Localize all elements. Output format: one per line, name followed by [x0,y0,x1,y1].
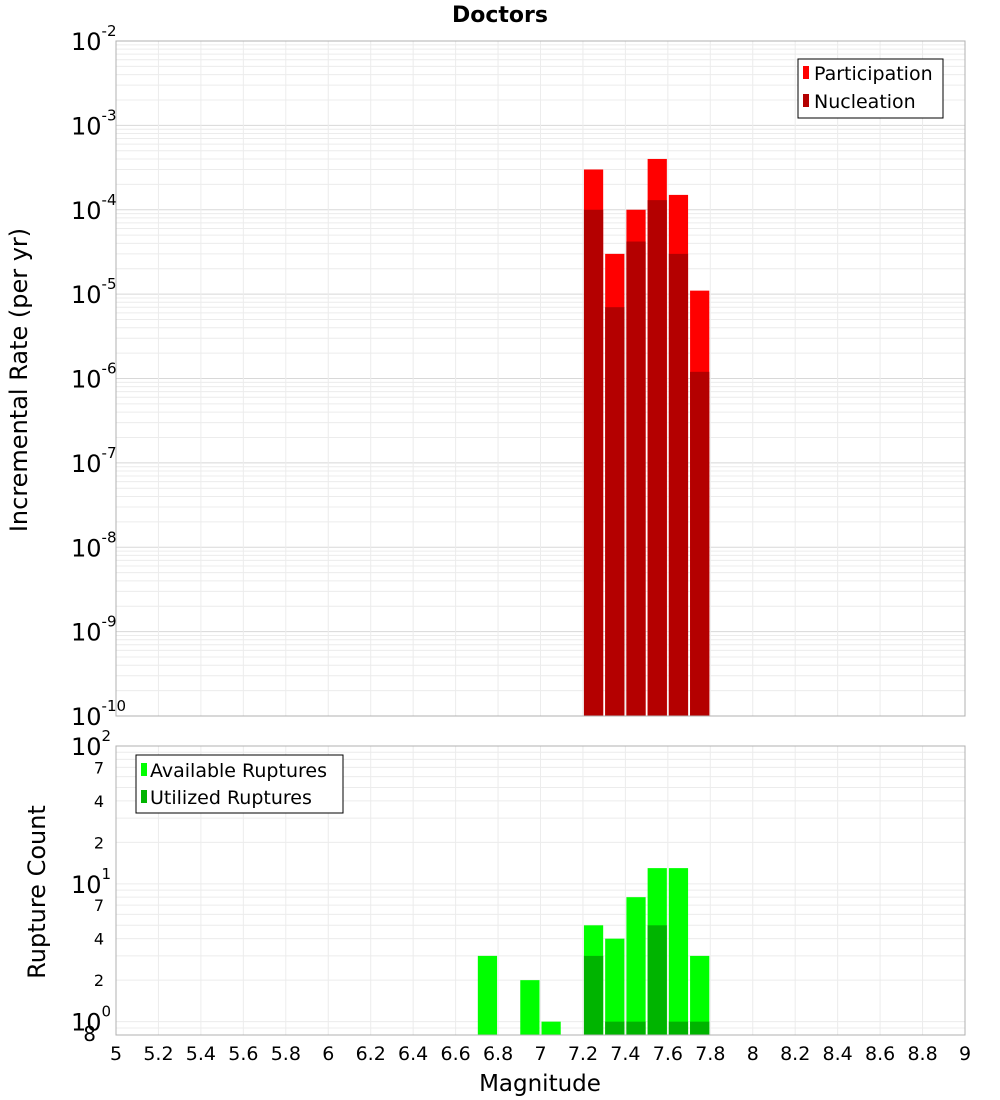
available-ruptures-bar [626,897,646,1035]
rate-plot-border [115,40,966,717]
x-tick-label: 7.2 [568,1043,598,1065]
count-legend: Available Ruptures Utilized Ruptures [135,754,344,814]
rate-y-tick-label: 10-9 [71,613,117,647]
nucleation-bar [605,307,625,716]
legend-label-available: Available Ruptures [150,760,327,782]
x-tick-label: 6 [322,1043,334,1065]
count-y-tick-label: 102 [71,727,111,761]
legend-label-utilized: Utilized Ruptures [150,787,312,809]
utilized-ruptures-bar [626,1021,646,1035]
count-y-tick-label: 100 [71,1003,111,1037]
count-y-tick-label: 101 [71,865,111,899]
rate-bars [583,158,710,717]
available-ruptures-bar [477,955,498,1035]
x-tick-labels: 5 5.2 5.4 5.6 5.8 6 6.2 6.4 6.6 6.8 7 7.2 7.4 7.6 7.8 8… [110,1043,971,1065]
x-tick-label: 6.6 [440,1043,470,1065]
rate-y-tick-label: 10-5 [71,275,117,309]
x-tick-label: 8.2 [780,1043,810,1065]
x-tick-label: 9 [959,1043,971,1065]
x-tick-label: 5 [110,1043,122,1065]
rate-y-tick-label: 10-4 [71,191,117,225]
utilized-ruptures-bar [647,925,667,1035]
count-y-axis-label: Rupture Count [23,805,51,979]
utilized-ruptures-bar [668,1021,689,1035]
x-tick-label: 7.4 [610,1043,640,1065]
count-y-tick-label: 2 [94,833,104,852]
rate-y-axis-label: Incremental Rate (per yr) [5,228,33,532]
utilized-ruptures-bar [690,1021,710,1035]
rate-y-tick-label: 10-10 [71,697,126,731]
x-tick-label: 5.8 [271,1043,301,1065]
nucleation-bar [668,253,689,716]
legend-label-nucleation: Nucleation [814,91,916,113]
x-tick-label: 8.4 [823,1043,853,1065]
rate-y-tick-label: 10-2 [71,22,117,56]
legend-swatch-participation [803,66,809,79]
rate-y-tick-label: 10-6 [71,360,117,394]
legend-swatch-available [141,763,147,776]
available-ruptures-bar [541,1021,561,1035]
nucleation-bar [583,209,604,716]
available-ruptures-bar [605,938,625,1035]
count-legend-box [135,754,344,814]
x-tick-label: 6.2 [356,1043,386,1065]
x-tick-label: 5.4 [186,1043,216,1065]
x-axis-label: Magnitude [479,1071,601,1097]
x-tick-label: 7 [534,1043,546,1065]
utilized-ruptures-bar [605,1021,625,1035]
rate-grid [115,41,966,717]
rate-y-tick-label: 10-3 [71,106,117,140]
x-tick-label: 8.8 [907,1043,937,1065]
count-plot-border [115,745,966,1036]
x-tick-label: 6.4 [398,1043,428,1065]
available-ruptures-bar [520,980,540,1035]
x-tick-label: 7.8 [695,1043,725,1065]
count-y-tick-label: 2 [94,971,104,990]
x-tick-label: 7.6 [653,1043,683,1065]
available-ruptures-bar [668,868,689,1035]
chart-title: Doctors [452,3,548,28]
count-bars [477,868,710,1035]
x-tick-label: 6.8 [483,1043,513,1065]
x-tick-label: 5.6 [228,1043,258,1065]
x-tick-label: 5.2 [143,1043,173,1065]
count-y-tick-label: 8 [83,1022,96,1046]
legend-label-participation: Participation [814,63,933,85]
legend-swatch-nucleation [803,94,809,107]
count-y-tick-label: 4 [94,792,104,811]
utilized-ruptures-bar [583,955,604,1035]
nucleation-bar [690,371,710,716]
nucleation-bar [626,241,646,717]
rate-legend-box [797,58,944,119]
rate-y-tick-label: 10-7 [71,444,117,478]
available-ruptures-bar [690,955,710,1035]
count-y-tick-label: 7 [94,758,104,777]
rate-y-tick-labels: 10-2 10-3 10-4 10-5 10-6 10-7 10-8 10-9 10-10 [71,22,126,731]
rate-y-tick-label: 10-8 [71,528,117,562]
count-y-tick-label: 7 [94,896,104,915]
nucleation-bar [647,200,667,716]
count-y-tick-label: 4 [94,930,104,949]
x-tick-label: 8 [747,1043,759,1065]
rate-legend: Participation Nucleation [797,58,944,119]
rate-panel: 10-2 10-3 10-4 10-5 10-6 10-7 10-8 10-9 10-10 Do… [5,3,966,731]
legend-swatch-utilized [141,790,147,803]
x-tick-label: 8.6 [865,1043,895,1065]
